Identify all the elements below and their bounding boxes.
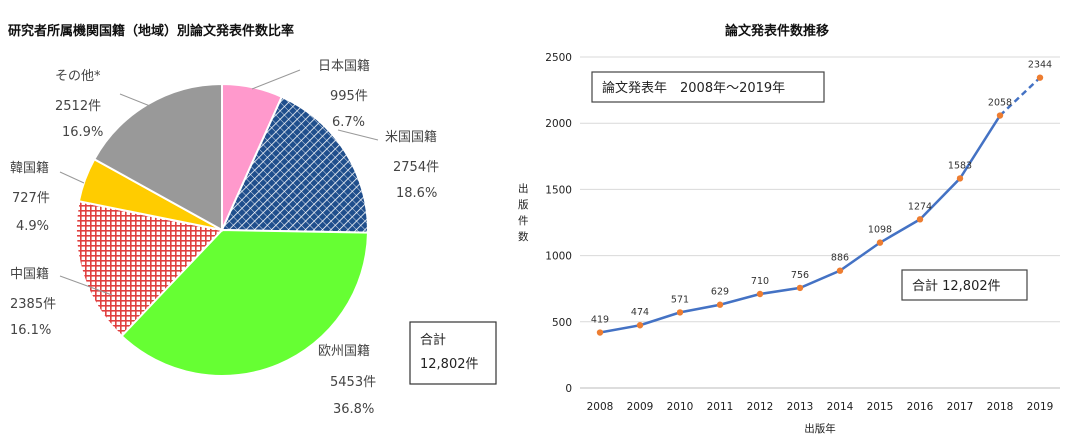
x-tick-label: 2012 <box>747 401 774 413</box>
data-point <box>756 290 764 298</box>
x-tick-label: 2015 <box>867 401 894 413</box>
data-point <box>916 216 924 223</box>
slice-percent: 16.1% <box>10 323 51 338</box>
data-label: 419 <box>591 315 609 326</box>
data-label: 1583 <box>948 160 972 171</box>
period-box <box>591 71 825 103</box>
leader-line <box>251 69 301 90</box>
x-tick-label: 2011 <box>707 401 734 413</box>
total-box <box>409 321 497 385</box>
slice-count: 2754件 <box>393 160 439 175</box>
line-chart-title: 論文発表件数推移 <box>725 24 830 39</box>
pie-chart-title: 研究者所属機関国籍（地域）別論文発表件数比率 <box>8 24 295 39</box>
slice-label: 日本国籍 <box>318 58 370 74</box>
slice-percent: 18.6% <box>396 186 437 201</box>
line-chart-panel: 論文発表件数推移 0 500 1000 1500 2000 2500 2008 2009 201… <box>518 0 1080 441</box>
data-point <box>956 175 964 182</box>
total-box-line1: 合計 <box>420 332 446 348</box>
data-point <box>796 284 804 292</box>
slice-percent: 4.9% <box>16 219 49 234</box>
x-tick-label: 2016 <box>907 401 934 413</box>
y-tick-label: 0 <box>565 383 572 395</box>
slice-label: その他* <box>55 69 101 84</box>
slice-percent: 36.8% <box>333 402 374 417</box>
data-label: 1274 <box>908 201 932 212</box>
data-point <box>676 309 684 316</box>
slice-label: 中国籍 <box>10 266 49 282</box>
x-tick-label: 2014 <box>827 401 854 413</box>
pie-chart: 日本国籍 995件 6.7% 米国国籍 2754件 18.6% 欧州国籍 5453件 36.8%… <box>10 58 497 417</box>
data-point <box>996 112 1004 119</box>
data-label: 629 <box>711 287 729 298</box>
data-label: 756 <box>791 270 809 281</box>
pie-slice <box>120 228 369 377</box>
data-label: 2058 <box>988 98 1012 109</box>
data-point <box>836 267 844 274</box>
slice-count: 2512件 <box>55 99 101 114</box>
y-tick-label: 1500 <box>545 184 572 196</box>
slice-label: 欧州国籍 <box>318 343 370 359</box>
period-box-text: 論文発表年 2008年～2019年 <box>602 80 785 96</box>
leader-line <box>337 129 379 141</box>
data-label: 1098 <box>868 225 892 236</box>
x-tick-label: 2009 <box>627 401 654 413</box>
slice-count: 5453件 <box>330 375 376 390</box>
line-chart: 0 500 1000 1500 2000 2500 2008 2009 2010 2011 2012… <box>518 52 1060 435</box>
pie-slice <box>75 200 224 338</box>
y-tick-label: 2000 <box>545 118 572 130</box>
x-tick-label: 2018 <box>987 401 1014 413</box>
leader-line <box>59 275 113 296</box>
y-tick-label: 500 <box>552 317 572 329</box>
pie-slice <box>92 82 223 232</box>
x-tick-label: 2013 <box>787 401 814 413</box>
leader-line <box>119 93 151 107</box>
total-box-text: 合計 12,802件 <box>912 278 1001 294</box>
x-tick-label: 2010 <box>667 401 694 413</box>
data-point <box>1036 74 1044 81</box>
data-point <box>876 239 884 246</box>
x-tick-label: 2019 <box>1027 401 1054 413</box>
data-label: 474 <box>631 307 649 318</box>
slice-percent: 6.7% <box>332 115 365 130</box>
data-label: 710 <box>751 276 769 287</box>
slice-count: 727件 <box>12 191 50 206</box>
slice-count: 995件 <box>330 89 368 104</box>
y-tick-label: 2500 <box>545 52 572 64</box>
x-tick-label: 2017 <box>947 401 974 413</box>
slice-label: 韓国籍 <box>10 160 49 176</box>
y-axis-label: 出版件数 <box>518 182 529 243</box>
slice-label: 米国国籍 <box>385 129 437 145</box>
data-point <box>596 329 604 336</box>
x-tick-label: 2008 <box>587 401 614 413</box>
data-label: 2344 <box>1028 60 1052 71</box>
pie-chart-panel: 研究者所属機関国籍（地域）別論文発表件数比率 日本国籍 995件 6.7% 米国国籍 2… <box>0 0 520 441</box>
data-label: 886 <box>831 253 849 264</box>
x-axis-label: 出版年 <box>804 422 836 435</box>
y-tick-label: 1000 <box>545 251 572 263</box>
total-box-line2: 12,802件 <box>420 357 479 372</box>
data-label: 571 <box>671 294 689 305</box>
data-point <box>636 322 644 329</box>
leader-line <box>59 171 85 184</box>
total-box <box>901 269 1028 301</box>
slice-percent: 16.9% <box>62 125 103 140</box>
pie-slice <box>220 95 369 234</box>
data-point <box>716 301 724 308</box>
series-line-projection <box>999 76 1041 117</box>
slice-count: 2385件 <box>10 297 56 312</box>
